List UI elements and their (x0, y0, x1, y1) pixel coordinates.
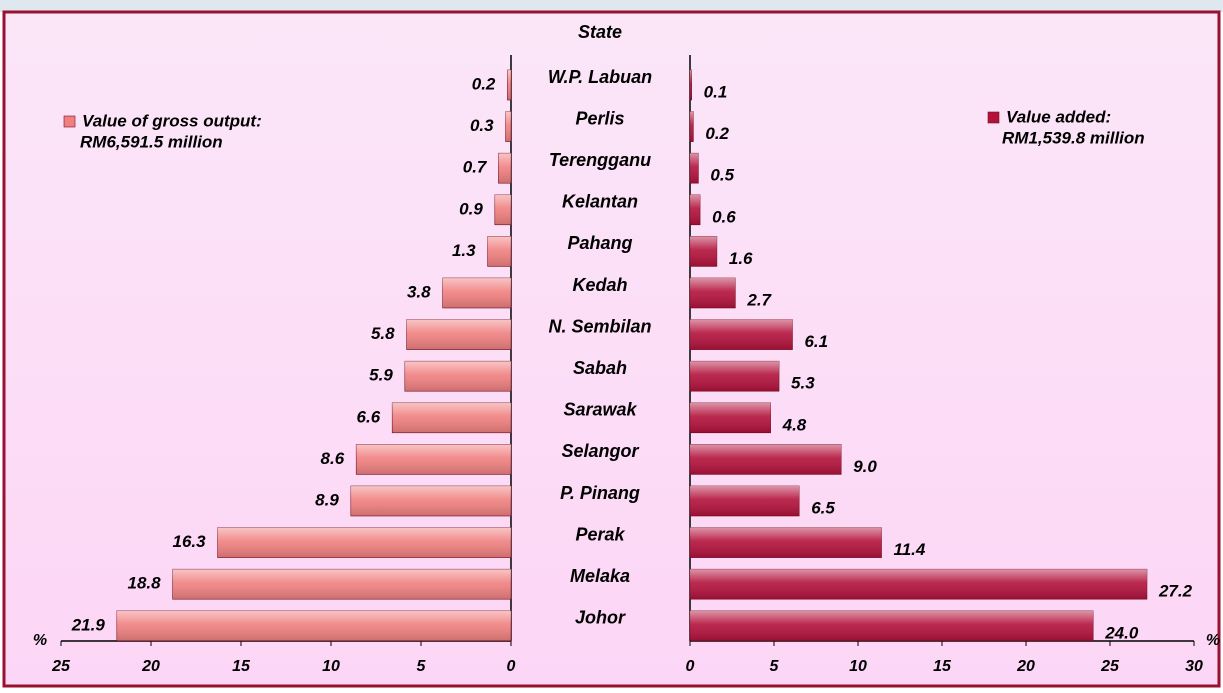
category-label: N. Sembilan (548, 316, 651, 336)
bar-shine (507, 70, 511, 100)
legend-total: RM1,539.8 million (1002, 128, 1145, 147)
x-tick-label: 20 (1016, 658, 1035, 675)
x-axis-unit: % (33, 632, 47, 649)
value-label: 4.8 (782, 415, 807, 434)
category-label: Kedah (572, 275, 627, 295)
bar-shine (690, 527, 882, 558)
x-tick-label: 20 (141, 658, 160, 675)
category-label: Perak (575, 524, 625, 544)
category-label: Sarawak (563, 400, 637, 420)
value-label: 18.8 (128, 574, 162, 593)
bar-shine (350, 486, 511, 516)
value-label: 0.1 (704, 82, 728, 101)
category-label: P. Pinang (560, 483, 640, 503)
value-label: 21.9 (71, 615, 106, 634)
bar-shine (690, 610, 1094, 641)
bar-shine (690, 569, 1147, 600)
x-tick-label: 10 (849, 658, 867, 675)
bar-shine (690, 361, 780, 392)
value-label: 1.3 (452, 241, 476, 260)
bar-shine (487, 236, 511, 267)
x-tick-label: 0 (507, 658, 516, 675)
category-label: Perlis (575, 108, 624, 128)
value-label: 0.2 (472, 74, 496, 93)
chart-title: State (578, 22, 622, 42)
bar-shine (690, 444, 842, 475)
legend-swatch (987, 111, 1000, 124)
category-label: Sabah (573, 358, 627, 378)
value-label: 8.6 (321, 449, 345, 468)
value-label: 5.8 (371, 324, 395, 343)
bar-shine (494, 194, 511, 225)
bar-shine (690, 278, 736, 308)
legend-total: RM6,591.5 million (80, 132, 223, 151)
value-label: 0.2 (705, 124, 729, 143)
bar-shine (690, 194, 701, 225)
x-tick-label: 0 (686, 658, 695, 675)
value-label: 5.3 (791, 374, 815, 393)
x-tick-label: 15 (933, 658, 952, 675)
bar-shine (690, 153, 699, 184)
category-label: Pahang (567, 233, 632, 253)
bar-shine (690, 486, 800, 516)
value-label: 2.7 (746, 290, 772, 309)
value-label: 6.1 (804, 332, 828, 351)
category-label: W.P. Labuan (548, 67, 652, 87)
bar-shine (690, 402, 771, 433)
bar-shine (690, 236, 717, 267)
category-label: Melaka (570, 566, 630, 586)
bar-shine (392, 402, 511, 433)
x-tick-label: 10 (322, 658, 340, 675)
bar-shine (172, 569, 511, 600)
value-label: 1.6 (729, 249, 753, 268)
value-label: 3.8 (407, 282, 431, 301)
value-label: 0.3 (470, 116, 494, 135)
bar-shine (505, 111, 511, 142)
x-tick-label: 25 (1100, 658, 1120, 675)
bar-shine (406, 319, 511, 350)
value-label: 11.4 (894, 540, 926, 559)
category-label: Kelantan (562, 192, 638, 212)
x-tick-label: 25 (51, 658, 71, 675)
value-label: 6.5 (811, 498, 835, 517)
bar-shine (690, 319, 793, 350)
category-label: Terengganu (549, 150, 651, 170)
value-label: 27.2 (1158, 582, 1193, 601)
value-label: 0.9 (459, 199, 483, 218)
x-axis-unit: % (1206, 632, 1220, 649)
value-label: 0.5 (710, 166, 734, 185)
bar-shine (356, 444, 511, 475)
bar-shine (690, 70, 692, 100)
value-label: 0.7 (463, 158, 488, 177)
x-tick-label: 15 (232, 658, 251, 675)
value-label: 9.0 (853, 457, 877, 476)
legend-label: Value of gross output: (82, 111, 262, 130)
value-label: 5.9 (369, 366, 393, 385)
category-label: Johor (575, 608, 626, 628)
bar-shine (217, 527, 511, 558)
value-label: 24.0 (1104, 623, 1139, 642)
value-label: 6.6 (357, 407, 381, 426)
legend-swatch (63, 115, 76, 128)
x-tick-label: 5 (770, 658, 780, 675)
value-label: 8.9 (315, 490, 339, 509)
bar-shine (116, 610, 512, 641)
bar-shine (498, 153, 511, 184)
value-label: 16.3 (173, 532, 207, 551)
value-label: 0.6 (712, 207, 736, 226)
x-tick-label: 30 (1185, 658, 1203, 675)
bar-shine (442, 278, 511, 308)
bar-shine (690, 111, 694, 142)
bar-shine (404, 361, 511, 392)
top-strip (0, 0, 1223, 12)
x-tick-label: 5 (417, 658, 427, 675)
category-label: Selangor (561, 441, 639, 461)
legend-label: Value added: (1006, 107, 1111, 126)
